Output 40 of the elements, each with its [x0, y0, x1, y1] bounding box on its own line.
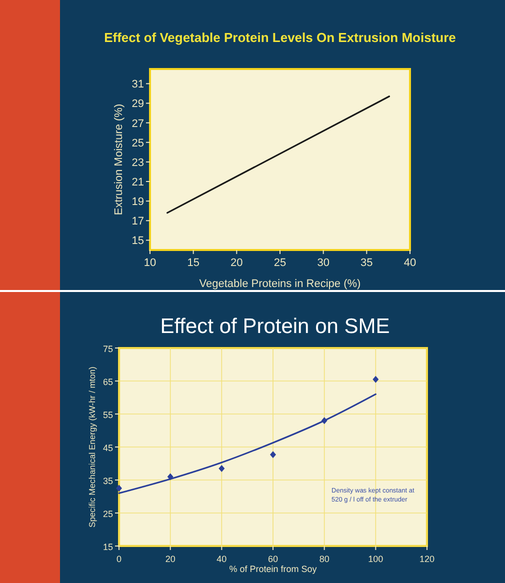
- x-tick-label: 120: [419, 554, 435, 564]
- y-tick-label: 25: [102, 509, 113, 519]
- y-tick-label: 15: [132, 235, 144, 248]
- x-tick-label: 10: [144, 257, 156, 269]
- y-tick-label: 45: [102, 443, 113, 453]
- y-tick-label: 75: [102, 344, 113, 354]
- x-tick-label: 35: [360, 257, 373, 269]
- x-tick-label: 0: [116, 554, 122, 564]
- x-tick-label: 100: [368, 554, 384, 564]
- y-tick-label: 17: [132, 216, 144, 228]
- y-tick-label: 15: [102, 542, 113, 552]
- y-tick-label: 35: [102, 476, 113, 486]
- y-tick-label: 29: [132, 98, 144, 110]
- y-tick-label: 19: [132, 196, 144, 208]
- chart-title: Effect of Vegetable Protein Levels On Extrusion Moisture: [104, 30, 456, 45]
- x-tick-label: 20: [230, 257, 243, 269]
- point: [270, 451, 276, 458]
- y-tick-label: 25: [132, 137, 144, 150]
- y-tick-label: 31: [132, 78, 144, 91]
- point: [372, 376, 379, 383]
- x-tick-label: 80: [319, 554, 330, 564]
- x-axis-title: Vegetable Proteins in Recipe (%): [199, 278, 361, 290]
- y-tick-label: 65: [102, 377, 113, 387]
- y-tick-label: 23: [132, 156, 144, 169]
- chart-title: Effect of Protein on SME: [160, 315, 390, 338]
- y-axis-title: Specific Mechanical Energy (kW-hr / mton): [87, 366, 97, 528]
- y-tick-label: 55: [102, 410, 113, 420]
- point: [218, 464, 225, 472]
- point: [116, 484, 122, 492]
- x-tick-label: 20: [165, 554, 176, 564]
- y-tick-label: 21: [132, 176, 144, 189]
- x-axis-title: % of Protein from Soy: [229, 564, 318, 574]
- x-tick-label: 40: [404, 257, 416, 269]
- x-tick-label: 60: [268, 554, 278, 564]
- y-tick-label: 27: [132, 118, 144, 130]
- x-tick-label: 15: [187, 257, 200, 269]
- x-tick-label: 25: [274, 257, 286, 269]
- x-tick-label: 40: [216, 554, 227, 564]
- y-axis-title: Extrusion Moisture (%): [113, 104, 125, 216]
- x-tick-label: 30: [317, 257, 330, 269]
